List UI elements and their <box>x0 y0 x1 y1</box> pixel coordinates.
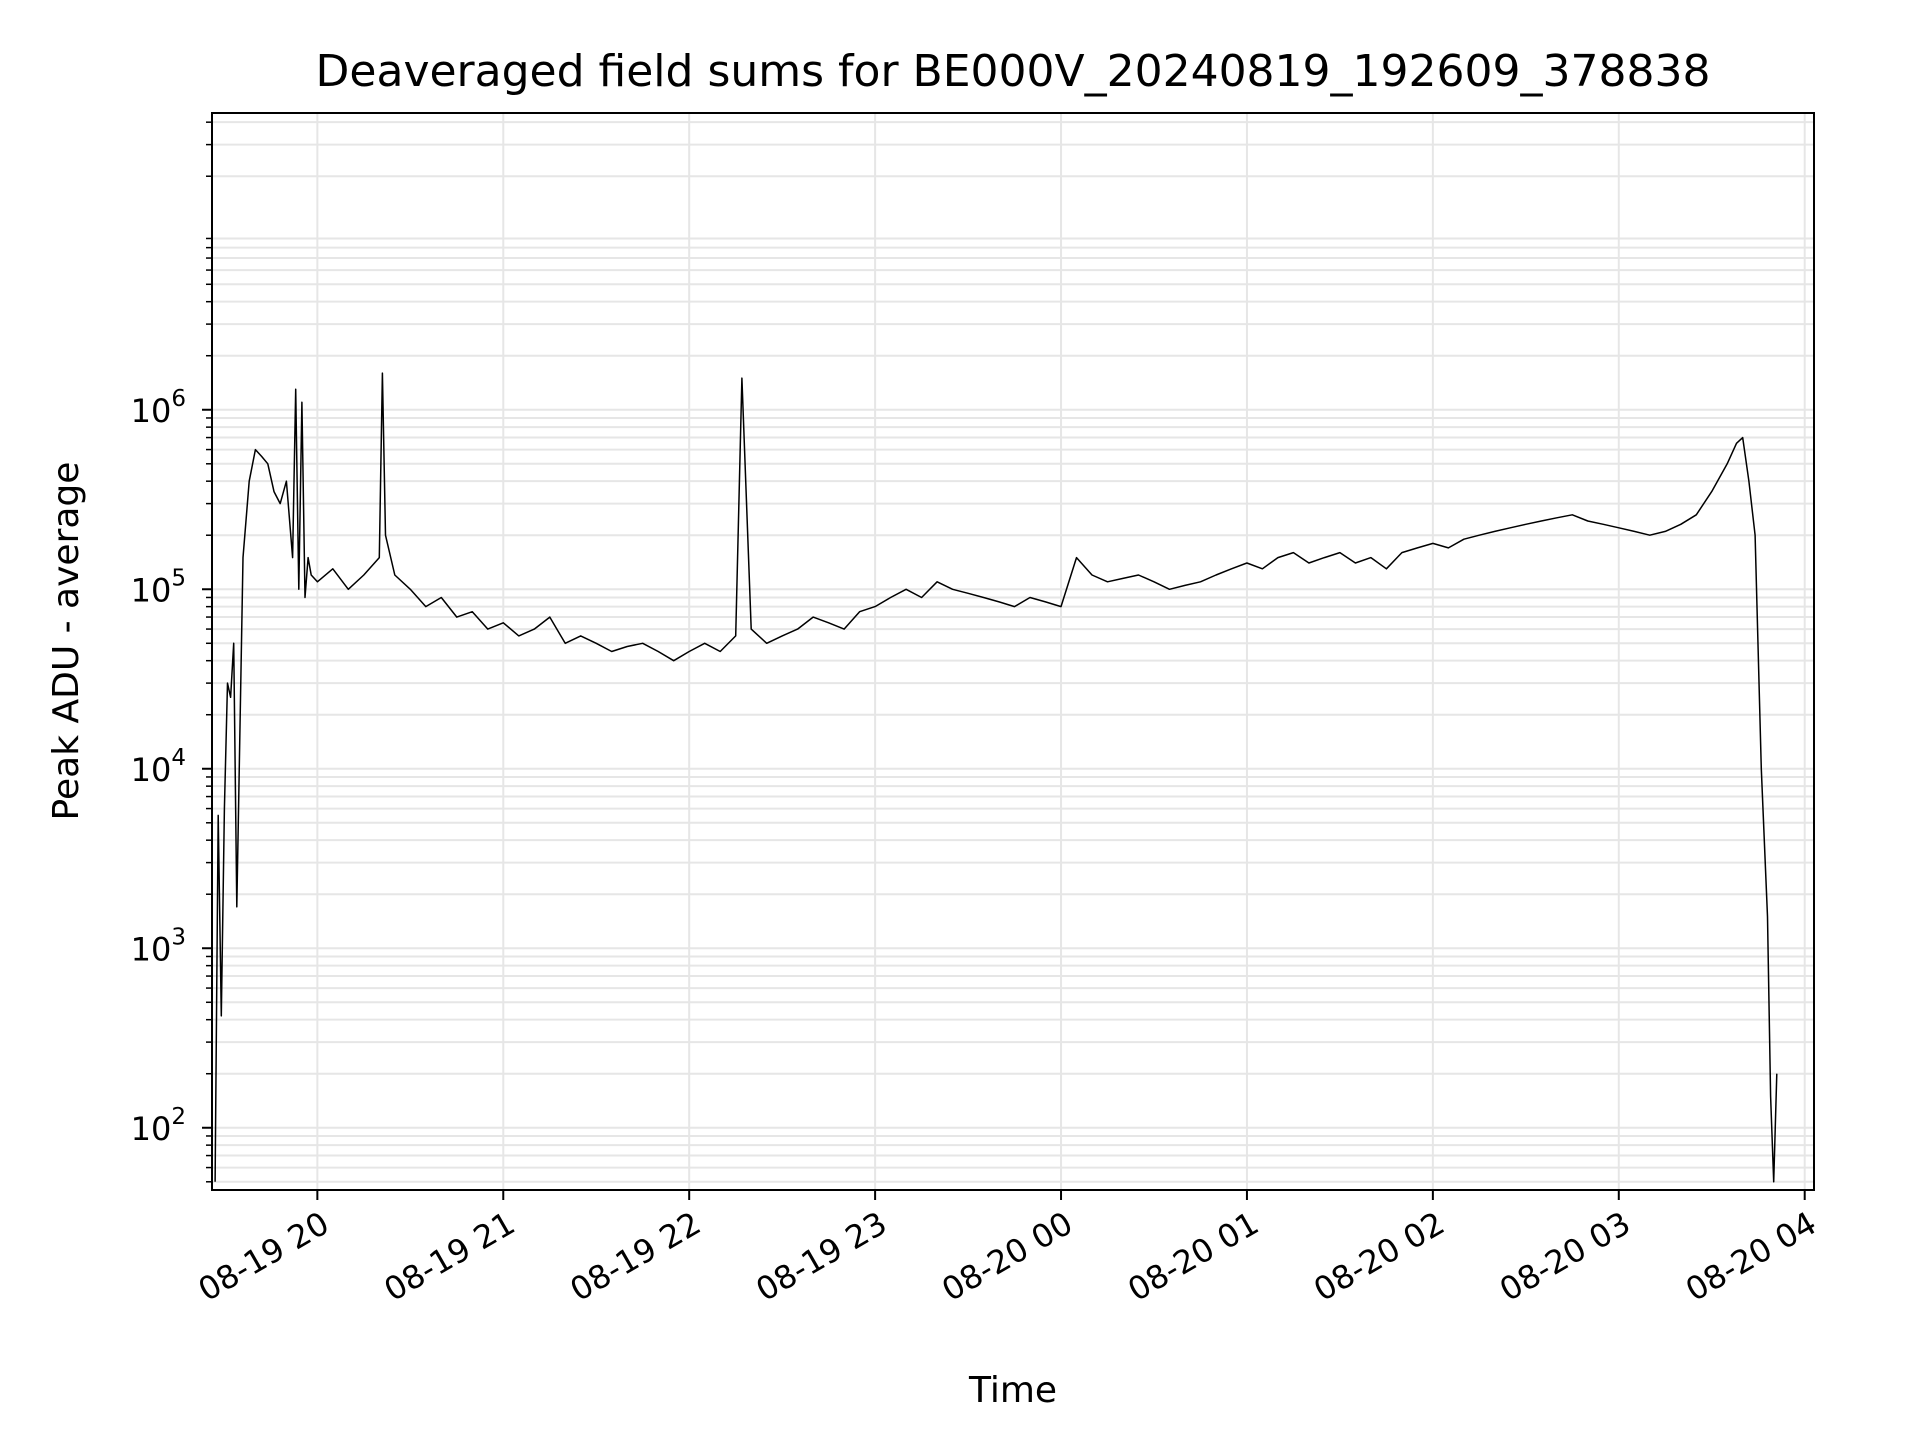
y-tick-label: 106 <box>131 386 186 430</box>
x-axis-label: Time <box>968 1370 1057 1411</box>
y-tick-label-exponent: 2 <box>171 1104 186 1130</box>
y-tick-label-base: 10 <box>131 751 172 789</box>
y-tick-label: 104 <box>131 745 186 789</box>
y-tick-label-exponent: 3 <box>171 924 186 950</box>
y-tick-label-exponent: 4 <box>171 745 186 771</box>
y-tick-label-base: 10 <box>131 930 172 968</box>
y-tick-label: 105 <box>131 565 186 609</box>
y-tick-label-base: 10 <box>131 571 172 609</box>
y-tick-label-exponent: 5 <box>171 565 186 591</box>
y-tick-label: 102 <box>131 1104 186 1148</box>
y-tick-label: 103 <box>131 924 186 968</box>
chart-title: Deaveraged field sums for BE000V_2024081… <box>316 46 1711 97</box>
y-axis-label: Peak ADU - average <box>46 462 87 821</box>
y-tick-label-exponent: 6 <box>171 386 186 412</box>
grid <box>212 113 1814 1190</box>
y-tick-label-base: 10 <box>131 1110 172 1148</box>
series-line <box>214 372 1778 1183</box>
data-layer <box>214 372 1778 1183</box>
y-tick-label-base: 10 <box>131 392 172 430</box>
plot-frame <box>211 112 1815 1191</box>
